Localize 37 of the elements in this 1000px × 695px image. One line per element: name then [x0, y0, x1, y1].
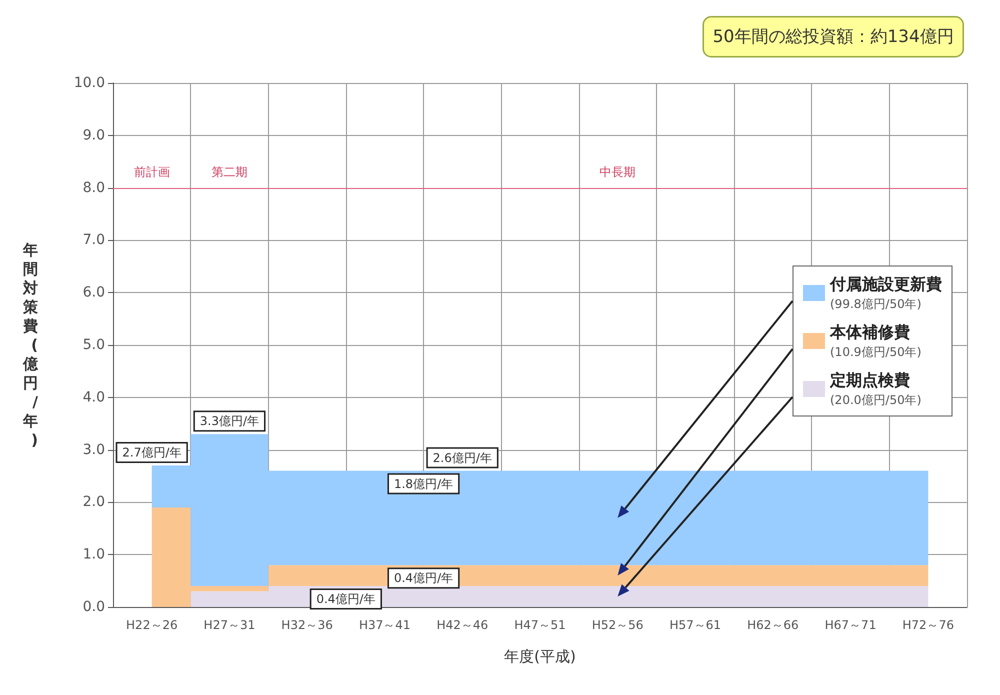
total-label: 3.3億円/年 — [200, 414, 260, 428]
legend-label: 定期点検費 (20.0億円/50年) — [829, 370, 922, 407]
x-axis-title: 年度(平成) — [504, 648, 576, 666]
x-tick-label: H32～36 — [281, 618, 333, 632]
y-tick-label: 5.0 — [82, 337, 105, 353]
x-tick-label: H52～56 — [592, 618, 644, 632]
text: 年間対策費(億円/年) — [23, 241, 38, 449]
y-tick-label: 4.0 — [82, 389, 105, 406]
annotation: 前計画 — [134, 164, 170, 179]
legend-label: 本体補修費 (10.9億円/50年) — [829, 322, 922, 359]
y-tick-label: 6.0 — [82, 284, 105, 301]
x-tick-label: H27～31 — [204, 618, 256, 632]
x-tick-label: H37～41 — [358, 618, 411, 632]
data-label: 0.4億円/年 — [394, 571, 454, 586]
annotation: 中長期 — [600, 164, 636, 179]
legend-label: 付属施設更新費 (99.8億円/50年) — [829, 274, 942, 311]
y-tick-label: 3.0 — [82, 442, 105, 458]
x-tick-label: H62～66 — [747, 618, 799, 632]
y-tick-label: 7.0 — [82, 232, 105, 248]
y-tick-label: 1.0 — [82, 546, 105, 563]
total-label: 2.7億円/年 — [122, 446, 182, 460]
x-tick-label: H42～46 — [436, 618, 488, 632]
y-tick-label: 10.0 — [74, 75, 105, 91]
total-label: 2.6億円/年 — [432, 450, 492, 465]
x-tick-label: H72～76 — [902, 618, 954, 632]
x-tick-label: H67～71 — [824, 618, 876, 632]
x-tick-label: H47～51 — [514, 618, 566, 632]
x-tick-label: H22～26 — [126, 618, 178, 632]
annotation: 第二期 — [211, 164, 248, 179]
y-tick-label: 9.0 — [82, 127, 105, 144]
chart-title: 50年間の総投資額：約134億円 — [712, 26, 954, 47]
y-tick-label: 0.0 — [82, 599, 105, 615]
y-tick-label: 8.0 — [82, 180, 105, 196]
x-tick-label: H57～61 — [669, 618, 722, 632]
y-tick-label: 2.0 — [82, 494, 105, 510]
data-label: 0.4億円/年 — [316, 592, 376, 606]
data-label: 1.8億円/年 — [394, 476, 454, 491]
